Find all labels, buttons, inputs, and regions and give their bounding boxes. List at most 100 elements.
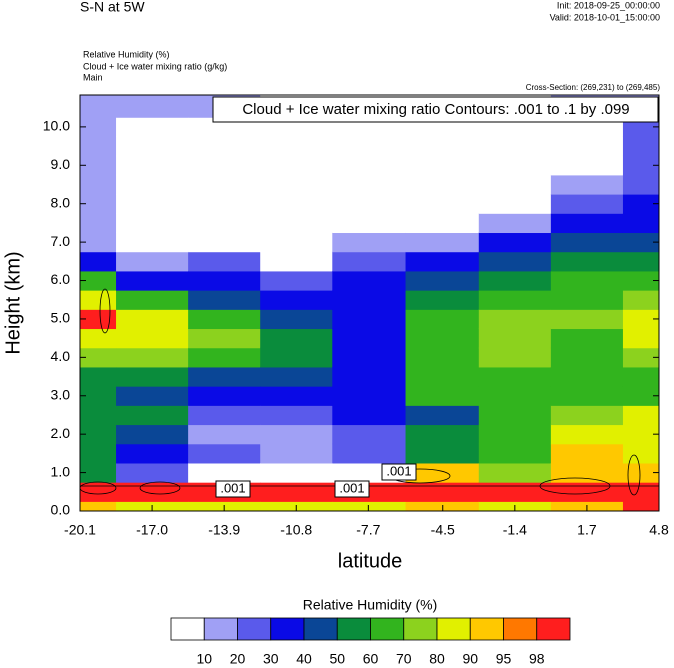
rh-cell (80, 213, 117, 234)
rh-cell (116, 462, 189, 483)
rh-cell (116, 194, 189, 214)
rh-cell (260, 251, 333, 272)
rh-cell (622, 232, 659, 253)
rh-cell (405, 290, 480, 310)
rh-cell (478, 328, 552, 349)
rh-cell (622, 424, 659, 445)
rh-cell (332, 443, 407, 464)
rh-cell (550, 174, 624, 195)
rh-cell (260, 174, 333, 195)
rh-cell (405, 462, 480, 483)
rh-cell (478, 366, 552, 387)
colorbar-swatch (503, 617, 538, 641)
rh-cell (405, 232, 480, 253)
rh-cell (188, 174, 261, 195)
rh-cell (260, 290, 333, 310)
y-tick-label: 4.0 (51, 348, 71, 364)
rh-cell (80, 117, 117, 137)
rh-cell (550, 386, 624, 406)
colorbar-label: 50 (329, 651, 345, 667)
rh-cell (188, 309, 261, 330)
rh-cell (550, 366, 624, 387)
colorbar-label: 98 (529, 651, 545, 667)
colorbar-label: 80 (429, 651, 445, 667)
contour-label: .001 (220, 480, 245, 495)
colorbar-label: 70 (396, 651, 412, 667)
rh-cell (478, 251, 552, 272)
x-tick-label: 4.8 (649, 522, 669, 538)
rh-cell (478, 174, 552, 195)
rh-cell (80, 309, 117, 330)
colorbar-label: 40 (296, 651, 312, 667)
rh-cell (332, 405, 407, 426)
rh-cell (80, 424, 117, 445)
colorbar-label: 20 (230, 651, 246, 667)
rh-cell (622, 136, 659, 157)
plot-frame (79, 94, 660, 512)
colorbar-label: 95 (496, 651, 512, 667)
rh-cell (550, 443, 624, 464)
colorbar-label: 90 (462, 651, 478, 667)
rh-cell (80, 290, 117, 310)
rh-cell (116, 443, 189, 464)
rh-cell (405, 366, 480, 387)
rh-cell (116, 213, 189, 234)
rh-cell (478, 462, 552, 483)
contour-label-box (215, 480, 251, 498)
colorbar-swatch (270, 617, 305, 641)
rh-cell (116, 328, 189, 349)
rh-cell (332, 155, 407, 176)
rh-cell (116, 117, 189, 137)
rh-cell (332, 213, 407, 234)
field-label: Main (83, 72, 103, 82)
rh-cell (188, 194, 261, 214)
rh-cell (116, 386, 189, 406)
colorbar-label: 10 (196, 651, 212, 667)
rh-cell (188, 347, 261, 368)
rh-cell (622, 155, 659, 176)
rh-cell (405, 309, 480, 330)
rh-cell (550, 328, 624, 349)
rh-cell (622, 309, 659, 330)
rh-cell (405, 405, 480, 426)
rh-cell (260, 482, 333, 502)
rh-cell (405, 424, 480, 445)
contour-line (627, 454, 641, 496)
rh-cell (80, 328, 117, 349)
x-tick-label: 1.7 (577, 522, 597, 538)
rh-cell (550, 482, 624, 502)
rh-cell (80, 347, 117, 368)
rh-cell (116, 482, 189, 502)
y-tick-label: 9.0 (51, 156, 71, 172)
contour-label-box (381, 463, 417, 481)
rh-cell (260, 462, 333, 483)
rh-cell (332, 270, 407, 291)
rh-cell (80, 155, 117, 176)
rh-cell (260, 366, 333, 387)
rh-cell (550, 155, 624, 176)
rh-cell (188, 136, 261, 157)
rh-cell (622, 194, 659, 214)
y-tick-label: 2.0 (51, 425, 71, 441)
rh-cell (260, 155, 333, 176)
rh-cell (550, 251, 624, 272)
rh-cell (188, 366, 261, 387)
rh-cell (332, 290, 407, 310)
colorbar-title: Relative Humidity (%) (303, 597, 438, 613)
colorbar-swatch (336, 617, 371, 641)
y-tick-label: 8.0 (51, 194, 71, 210)
y-tick-label: 0.0 (51, 502, 71, 518)
colorbar-swatch (403, 617, 438, 641)
rh-cell (622, 386, 659, 406)
y-tick-label: 10.0 (43, 118, 70, 134)
rh-cell (478, 405, 552, 426)
rh-cell (550, 462, 624, 483)
rh-cell (332, 424, 407, 445)
rh-cell (80, 136, 117, 157)
rh-cell (80, 443, 117, 464)
rh-cell (260, 194, 333, 214)
rh-cell (188, 232, 261, 253)
rh-cell (260, 347, 333, 368)
colorbar-swatch (237, 617, 272, 641)
